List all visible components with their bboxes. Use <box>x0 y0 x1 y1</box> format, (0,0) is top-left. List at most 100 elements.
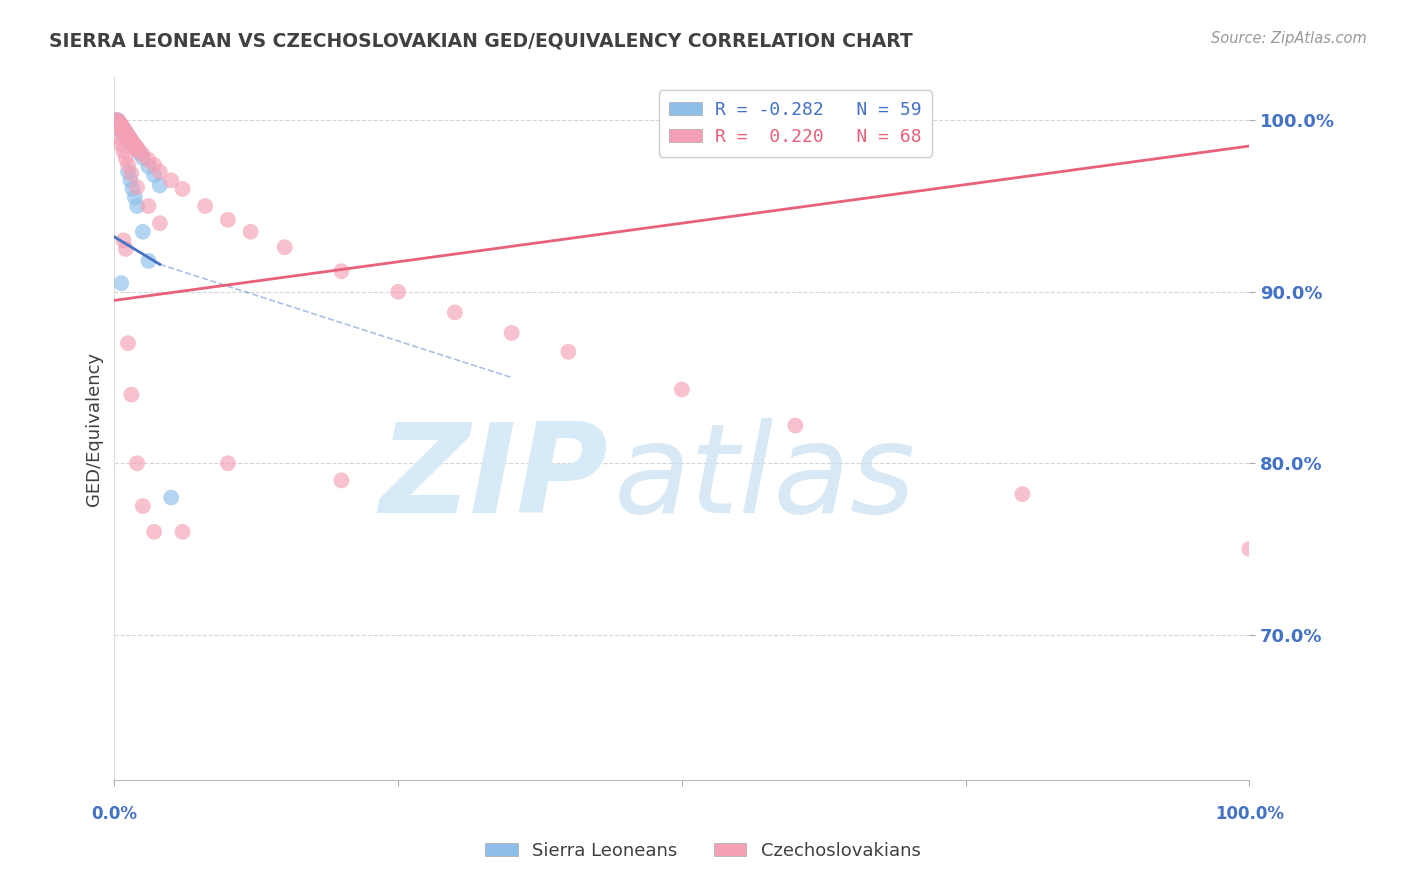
Point <box>115 127 138 141</box>
Point <box>112 121 135 136</box>
Point <box>143 158 166 172</box>
Point <box>110 120 132 135</box>
Point <box>104 113 127 128</box>
Point <box>115 127 138 141</box>
Point <box>138 199 160 213</box>
Point <box>120 136 142 150</box>
Point <box>330 474 353 488</box>
Point <box>127 199 149 213</box>
Point <box>217 456 239 470</box>
Point <box>117 165 139 179</box>
Point <box>112 233 135 247</box>
Text: Source: ZipAtlas.com: Source: ZipAtlas.com <box>1211 31 1367 46</box>
Point <box>114 125 136 139</box>
Point <box>120 132 142 146</box>
Point <box>108 119 131 133</box>
Point <box>120 134 142 148</box>
Point <box>107 113 129 128</box>
Text: ZIP: ZIP <box>380 417 609 539</box>
Point <box>138 160 160 174</box>
Point <box>557 344 579 359</box>
Point <box>112 127 135 141</box>
Point <box>122 137 145 152</box>
Point <box>132 499 155 513</box>
Point <box>117 128 139 143</box>
Point <box>387 285 409 299</box>
Point <box>217 212 239 227</box>
Text: SIERRA LEONEAN VS CZECHOSLOVAKIAN GED/EQUIVALENCY CORRELATION CHART: SIERRA LEONEAN VS CZECHOSLOVAKIAN GED/EQ… <box>49 31 912 50</box>
Point <box>444 305 467 319</box>
Point <box>127 180 149 194</box>
Point <box>172 182 194 196</box>
Point <box>117 336 139 351</box>
Point <box>118 130 141 145</box>
Point <box>273 240 295 254</box>
Point <box>111 121 134 136</box>
Point <box>1011 487 1033 501</box>
Point <box>143 524 166 539</box>
Point <box>108 119 131 133</box>
Point <box>120 134 142 148</box>
Point <box>105 115 128 129</box>
Point <box>114 242 136 256</box>
Point <box>108 117 131 131</box>
Point <box>149 165 172 179</box>
Point <box>194 199 217 213</box>
Point <box>111 123 134 137</box>
Point <box>124 139 146 153</box>
Point <box>330 264 353 278</box>
Point <box>114 125 136 139</box>
Point <box>120 136 142 150</box>
Point <box>138 254 160 268</box>
Point <box>121 136 143 150</box>
Point <box>108 119 131 133</box>
Point <box>121 182 143 196</box>
Point <box>110 120 132 135</box>
Point <box>111 120 134 135</box>
Point <box>111 125 134 139</box>
Point <box>108 121 131 136</box>
Point <box>114 127 136 141</box>
Point <box>107 113 129 128</box>
Point <box>127 143 149 157</box>
Point <box>114 123 136 137</box>
Point <box>110 119 132 133</box>
Point <box>114 151 136 165</box>
Point <box>117 130 139 145</box>
Legend: R = -0.282   N = 59, R =  0.220   N = 68: R = -0.282 N = 59, R = 0.220 N = 68 <box>658 90 932 157</box>
Point <box>132 147 155 161</box>
Point <box>127 141 149 155</box>
Point <box>118 130 141 145</box>
Point <box>108 117 131 131</box>
Point <box>112 121 135 136</box>
Point <box>128 144 150 158</box>
Point <box>160 173 183 187</box>
Point <box>114 125 136 139</box>
Point <box>120 166 142 180</box>
Point <box>121 137 143 152</box>
Point <box>143 168 166 182</box>
Point <box>122 137 145 152</box>
Point <box>121 136 143 150</box>
Point <box>108 115 131 129</box>
Point <box>120 173 142 187</box>
Y-axis label: GED/Equivalency: GED/Equivalency <box>86 352 103 506</box>
Point <box>110 121 132 136</box>
Point <box>114 127 136 141</box>
Point <box>105 113 128 128</box>
Point <box>110 276 132 290</box>
Text: atlas: atlas <box>614 417 915 539</box>
Point <box>125 141 148 155</box>
Point <box>239 225 262 239</box>
Point <box>125 141 148 155</box>
Point <box>105 113 128 128</box>
Point <box>112 125 135 139</box>
Point <box>160 491 183 505</box>
Point <box>120 387 142 401</box>
Point <box>107 115 129 129</box>
Point <box>107 115 129 129</box>
Point <box>149 216 172 230</box>
Point <box>108 117 131 131</box>
Point <box>1239 541 1261 556</box>
Text: 0.0%: 0.0% <box>91 805 138 823</box>
